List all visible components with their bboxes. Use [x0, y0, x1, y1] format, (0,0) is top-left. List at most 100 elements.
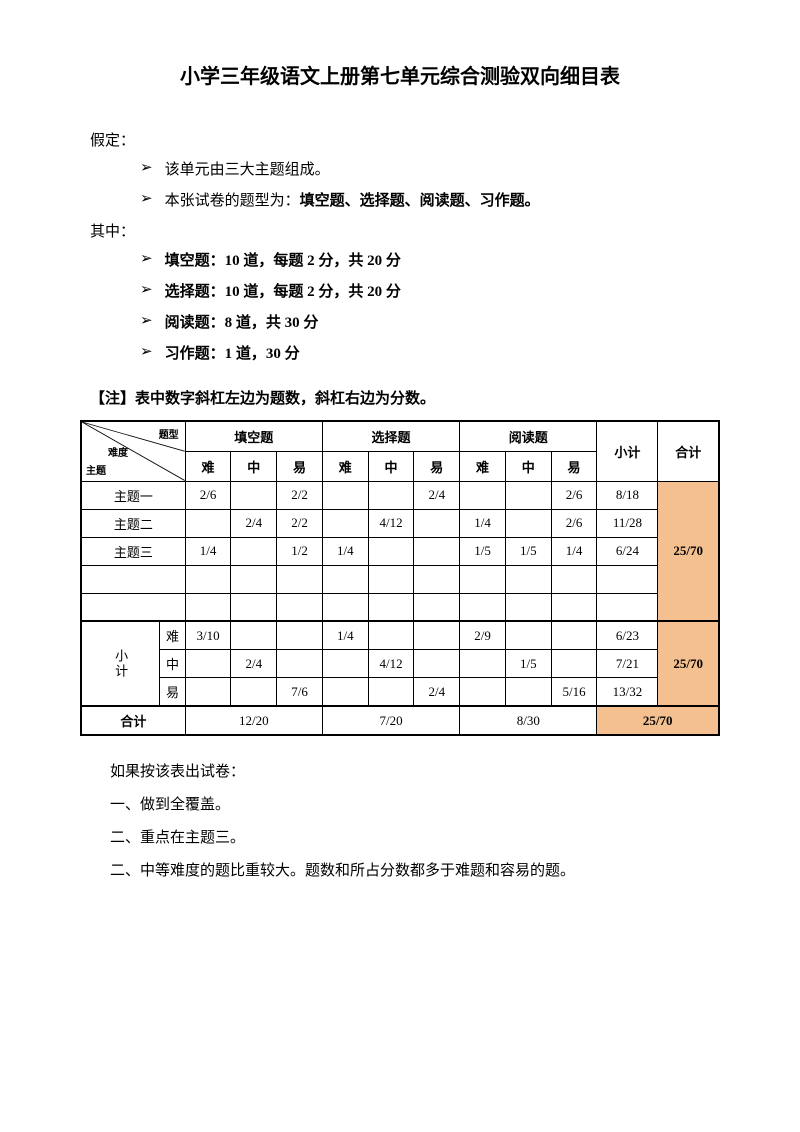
data-cell — [551, 593, 597, 621]
footer-group-2: 7/20 — [322, 706, 459, 735]
row-subtotal — [597, 565, 658, 593]
data-cell: 2/6 — [185, 481, 231, 509]
table-row: 主题一2/62/22/42/68/1825/70 — [81, 481, 719, 509]
bullet-text: 选择题：10 道，每题 2 分，共 20 分 — [165, 280, 401, 301]
data-cell: 1/5 — [505, 537, 551, 565]
footer-row: 合计 12/20 7/20 8/30 25/70 — [81, 706, 719, 735]
footer-group-1: 12/20 — [185, 706, 322, 735]
data-cell — [551, 565, 597, 593]
data-cell: 1/5 — [505, 650, 551, 678]
data-cell — [505, 509, 551, 537]
data-cell — [322, 678, 368, 707]
table-row — [81, 593, 719, 621]
data-cell — [505, 565, 551, 593]
data-cell — [551, 621, 597, 650]
data-cell — [414, 537, 460, 565]
bullet-text: 习作题：1 道，30 分 — [165, 342, 300, 363]
bullet-item: ➢阅读题：8 道，共 30 分 — [140, 311, 720, 332]
data-cell — [505, 678, 551, 707]
data-cell: 2/6 — [551, 509, 597, 537]
among-label: 其中： — [90, 220, 720, 241]
data-cell: 1/4 — [460, 509, 506, 537]
colgroup-fill-blank: 填空题 — [185, 421, 322, 451]
bullet-text: 阅读题：8 道，共 30 分 — [165, 311, 319, 332]
bullet-item: ➢ 本张试卷的题型为：填空题、选择题、阅读题、习作题。 — [140, 189, 720, 210]
colgroup-choice: 选择题 — [322, 421, 459, 451]
row-subtotal: 7/21 — [597, 650, 658, 678]
diag-label-difficulty: 难度 — [108, 444, 128, 459]
row-label — [81, 565, 185, 593]
difficulty-col: 难 — [322, 451, 368, 481]
data-cell — [322, 509, 368, 537]
data-cell — [368, 537, 414, 565]
table-row: 中2/44/121/57/21 — [81, 650, 719, 678]
bullet-arrow-icon: ➢ — [140, 189, 153, 207]
row-label: 易 — [160, 678, 185, 707]
bullet-arrow-icon: ➢ — [140, 342, 153, 360]
data-cell — [185, 678, 231, 707]
data-cell: 2/4 — [231, 509, 277, 537]
data-cell — [368, 621, 414, 650]
data-cell — [277, 565, 323, 593]
bullet-item: ➢ 习作题：1 道，30 分 — [140, 342, 720, 363]
data-cell — [505, 621, 551, 650]
data-cell: 2/2 — [277, 509, 323, 537]
footer-group-3: 8/30 — [460, 706, 597, 735]
followup-line: 一、做到全覆盖。 — [110, 789, 720, 822]
data-cell — [322, 481, 368, 509]
row-subtotal — [597, 593, 658, 621]
bullet-arrow-icon: ➢ — [140, 249, 153, 267]
bullet-text: 本张试卷的题型为：填空题、选择题、阅读题、习作题。 — [165, 189, 540, 210]
footer-grand-total: 25/70 — [597, 706, 719, 735]
data-cell: 1/4 — [551, 537, 597, 565]
data-cell — [322, 593, 368, 621]
data-cell — [231, 593, 277, 621]
table-row: 易7/62/45/1613/32 — [81, 678, 719, 707]
data-cell — [551, 650, 597, 678]
bullet-arrow-icon: ➢ — [140, 158, 153, 176]
data-cell — [231, 537, 277, 565]
row-label: 难 — [160, 621, 185, 650]
row-label: 中 — [160, 650, 185, 678]
data-cell: 2/4 — [414, 481, 460, 509]
difficulty-col: 中 — [505, 451, 551, 481]
colgroup-reading: 阅读题 — [460, 421, 597, 451]
header-row-1: 题型 难度 主题 填空题 选择题 阅读题 小计 合计 — [81, 421, 719, 451]
data-cell — [414, 593, 460, 621]
data-cell — [368, 481, 414, 509]
followup-line: 二、中等难度的题比重较大。题数和所占分数都多于难题和容易的题。 — [110, 855, 720, 888]
data-cell — [185, 565, 231, 593]
subtotal-group-label: 小计 — [81, 621, 160, 706]
col-total: 合计 — [658, 421, 719, 481]
data-cell: 1/4 — [185, 537, 231, 565]
difficulty-col: 易 — [414, 451, 460, 481]
followup-notes: 如果按该表出试卷：一、做到全覆盖。二、重点在主题三。二、中等难度的题比重较大。题… — [110, 756, 720, 888]
difficulty-col: 易 — [551, 451, 597, 481]
data-cell: 4/12 — [368, 509, 414, 537]
row-subtotal: 11/28 — [597, 509, 658, 537]
bullet-text: 该单元由三大主题组成。 — [165, 158, 330, 179]
row-subtotal: 6/24 — [597, 537, 658, 565]
page-title: 小学三年级语文上册第七单元综合测验双向细目表 — [80, 60, 720, 89]
data-cell — [368, 678, 414, 707]
data-cell — [368, 565, 414, 593]
row-label — [81, 593, 185, 621]
data-cell: 5/16 — [551, 678, 597, 707]
data-cell — [505, 593, 551, 621]
corner-diagonal-cell: 题型 难度 主题 — [81, 421, 185, 481]
bullet-item: ➢ 该单元由三大主题组成。 — [140, 158, 720, 179]
data-cell: 1/2 — [277, 537, 323, 565]
data-cell — [322, 565, 368, 593]
diag-label-question-type: 题型 — [159, 426, 179, 441]
spec-table: 题型 难度 主题 填空题 选择题 阅读题 小计 合计 难中易难中易难中易 主题一… — [80, 420, 720, 736]
data-cell — [277, 650, 323, 678]
data-cell — [460, 481, 506, 509]
topic-body: 主题一2/62/22/42/68/1825/70主题二2/42/24/121/4… — [81, 481, 719, 621]
data-cell — [414, 650, 460, 678]
row-subtotal: 13/32 — [597, 678, 658, 707]
data-cell — [277, 621, 323, 650]
footer-label: 合计 — [81, 706, 185, 735]
data-cell: 7/6 — [277, 678, 323, 707]
data-cell — [414, 621, 460, 650]
data-cell: 2/9 — [460, 621, 506, 650]
